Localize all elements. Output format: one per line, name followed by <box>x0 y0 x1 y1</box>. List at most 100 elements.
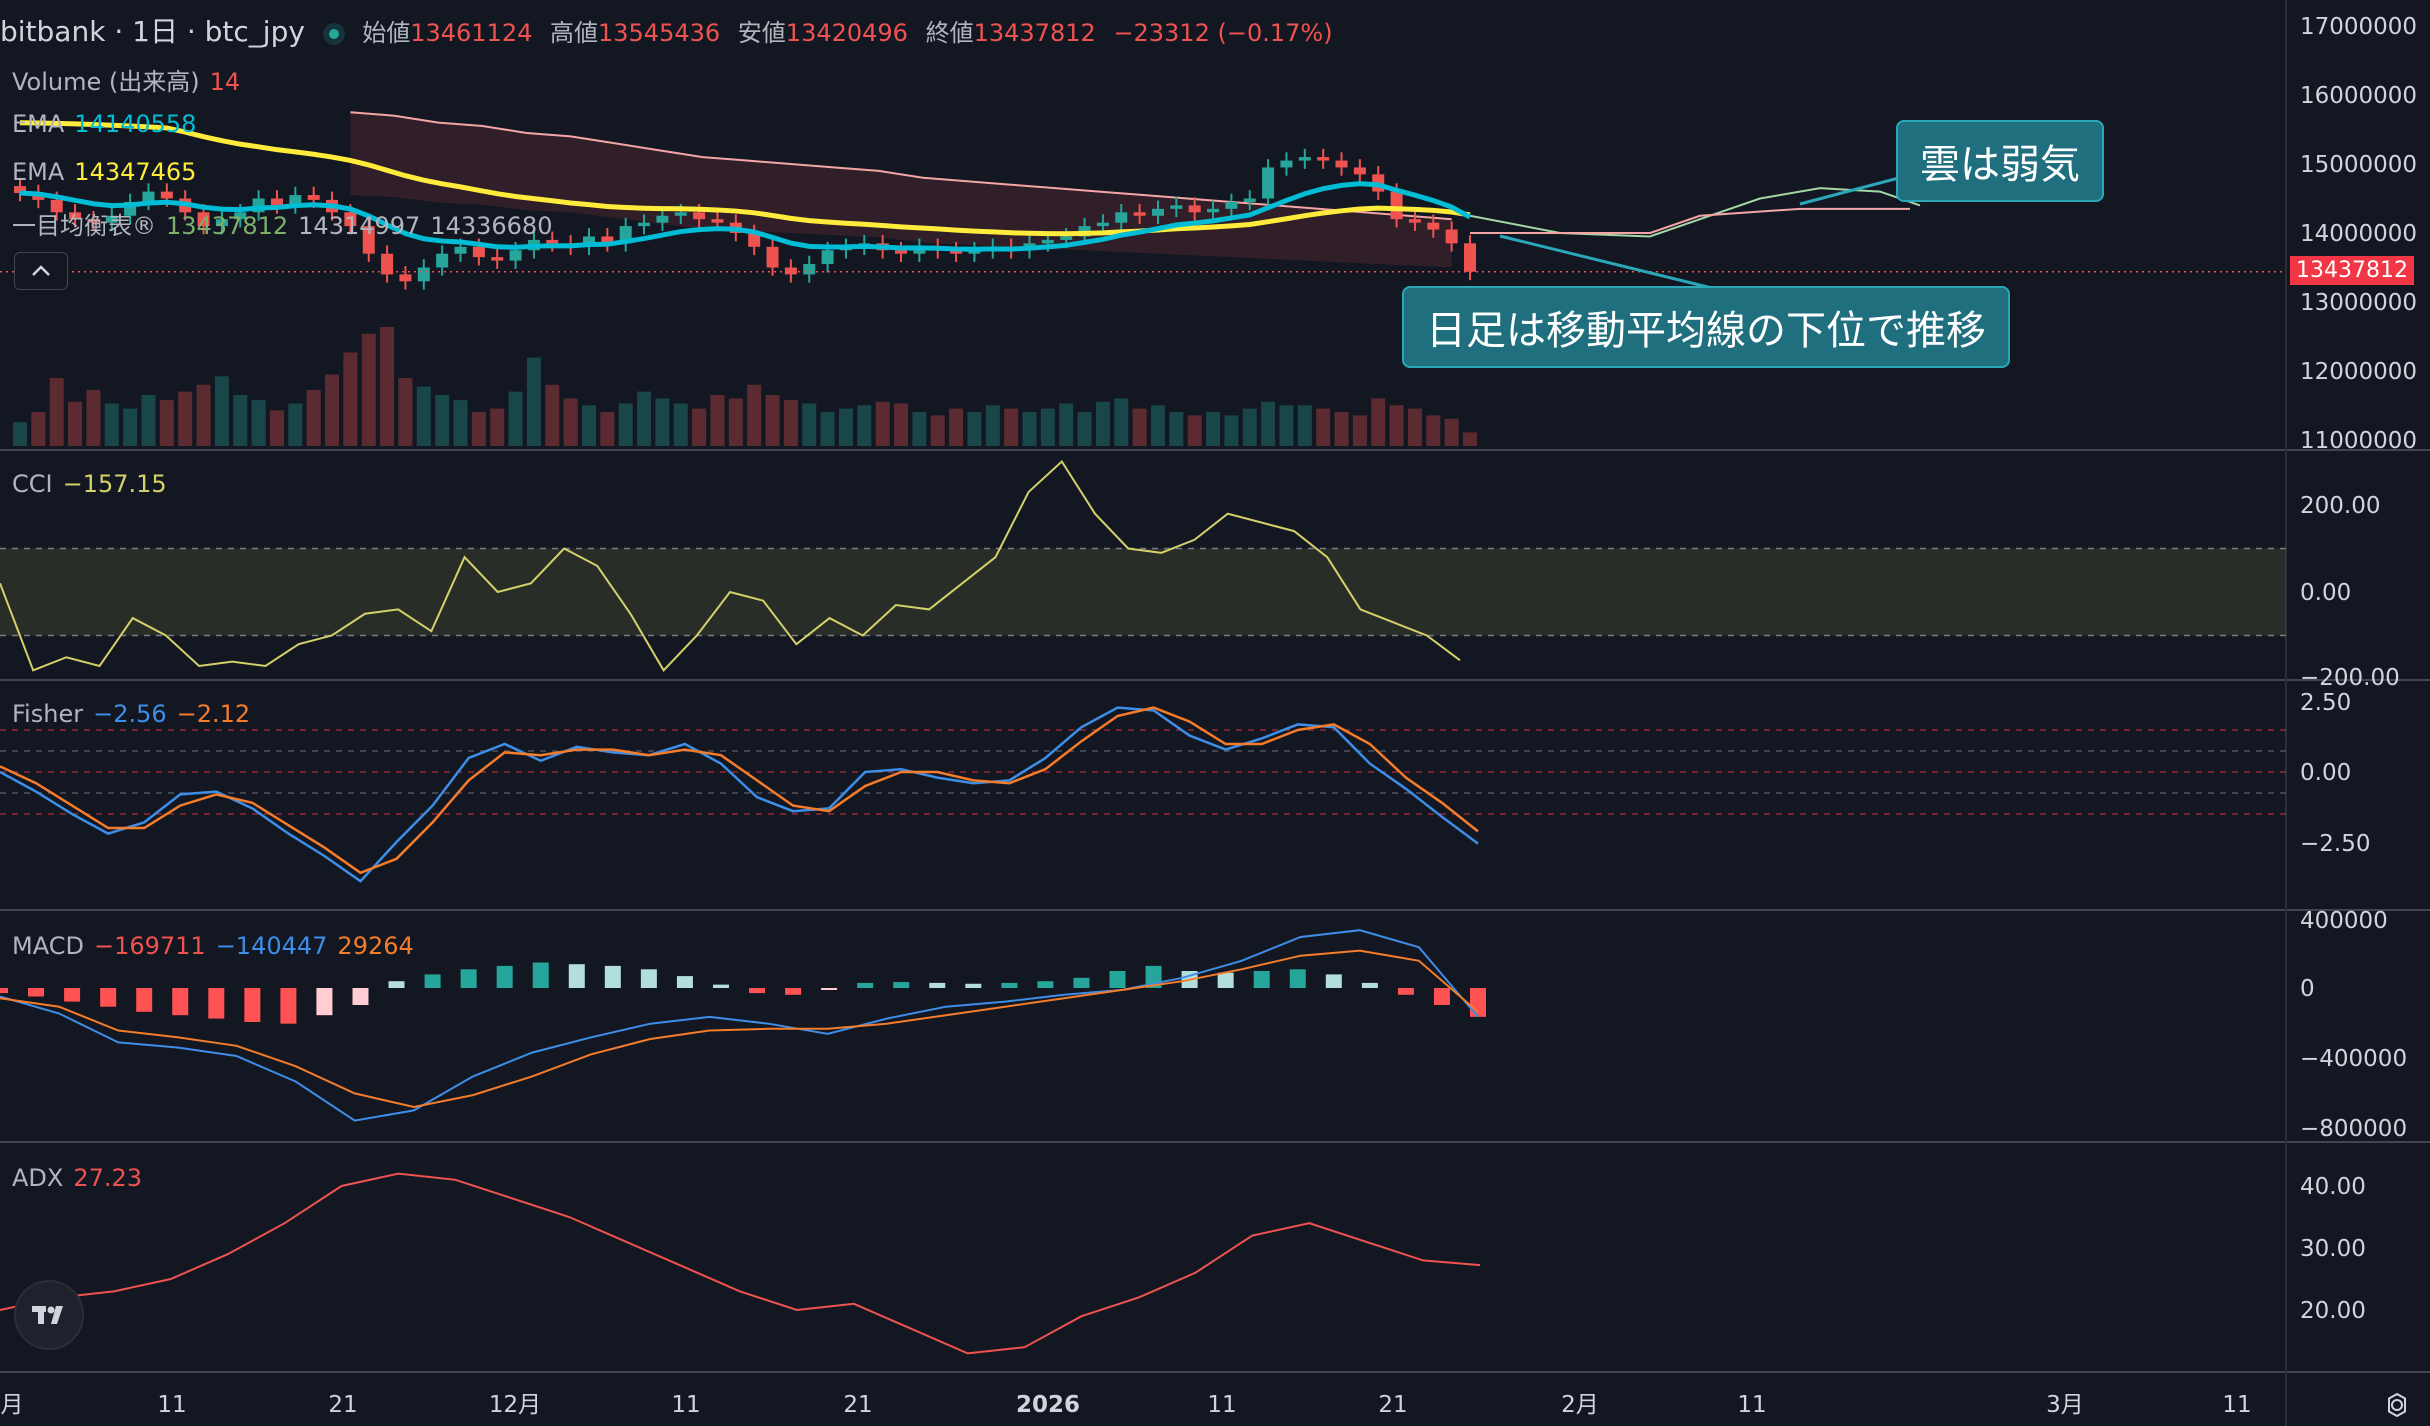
macd-legend[interactable]: MACD −169711 −140447 29264 <box>12 932 424 960</box>
volume-bar <box>1132 408 1147 446</box>
adx-tick-label: 40.00 <box>2300 1174 2366 1200</box>
candle-body <box>105 215 118 223</box>
symbol-title[interactable]: bitbank · 1日 · btc_jpy <box>0 15 305 48</box>
volume-bar <box>159 400 174 446</box>
macd-line <box>0 929 1479 1122</box>
candle-body <box>582 236 595 247</box>
candle-body <box>1390 191 1403 220</box>
volume-bar <box>673 403 688 446</box>
macd-histogram-bar <box>136 988 153 1012</box>
candle-body <box>1280 160 1293 168</box>
volume-bar <box>563 398 578 446</box>
tradingview-logo[interactable] <box>14 1280 84 1350</box>
volume-label: Volume (出来高) <box>12 68 200 96</box>
volume-bar <box>453 400 468 446</box>
ema1-value: 14140558 <box>74 110 197 138</box>
ema2-legend[interactable]: EMA 14347465 <box>12 158 206 186</box>
candle-body <box>1170 205 1183 209</box>
volume-bar <box>1077 412 1092 446</box>
candle-body <box>87 219 100 223</box>
cci-band <box>0 548 2286 636</box>
volume-bar <box>1206 412 1221 446</box>
volume-bar <box>765 395 780 446</box>
volume-bar <box>728 398 743 446</box>
volume-bar <box>875 401 890 446</box>
candle-body <box>50 199 63 213</box>
trend-callout[interactable]: 日足は移動平均線の下位で推移 <box>1402 286 2010 368</box>
macd-histogram-bar <box>1397 988 1414 995</box>
macd-histogram-bar <box>1001 982 1018 988</box>
volume-bar <box>894 403 909 446</box>
candle-body <box>197 212 210 227</box>
fisher-legend[interactable]: Fisher −2.56 −2.12 <box>12 700 260 728</box>
volume-bar <box>1187 415 1202 446</box>
volume-legend[interactable]: Volume (出来高) 14 <box>12 62 250 97</box>
adx-label: ADX <box>12 1164 64 1192</box>
settings-gear-icon[interactable] <box>2384 1392 2410 1418</box>
time-tick-label: 21 <box>843 1392 872 1418</box>
candle-body <box>1207 208 1220 213</box>
volume-bar <box>1242 408 1257 446</box>
volume-bar <box>526 357 541 446</box>
cci-value: −157.15 <box>62 470 167 498</box>
macd-histogram-bar <box>172 988 189 1016</box>
volume-bar <box>985 405 1000 446</box>
candle-body <box>968 250 981 254</box>
adx-tick-label: 20.00 <box>2300 1298 2366 1324</box>
volume-bar <box>141 395 156 446</box>
time-tick-label: 月 <box>1 1392 24 1418</box>
price-tick-label: 15000000 <box>2300 152 2417 178</box>
volume-bar <box>637 391 652 446</box>
macd-histogram-bar <box>460 969 477 988</box>
ichimoku-legend[interactable]: 一目均衡表® 13437812 14314997 14336680 <box>12 206 562 241</box>
volume-bar <box>233 395 248 446</box>
candle-body <box>160 191 173 199</box>
ema1-legend[interactable]: EMA 14140558 <box>12 110 206 138</box>
macd-histogram-bar <box>64 988 81 1002</box>
macd-histogram-bar <box>821 988 838 990</box>
macd-histogram-bar <box>604 965 621 988</box>
volume-bar <box>1040 408 1055 446</box>
high-label: 高値 <box>550 19 598 47</box>
cci-line <box>0 459 1461 672</box>
cci-tick-label: −200.00 <box>2300 665 2400 691</box>
adx-legend[interactable]: ADX 27.23 <box>12 1164 152 1192</box>
volume-bar <box>1261 401 1276 446</box>
price-tick-label: 17000000 <box>2300 14 2417 40</box>
candle-body <box>142 191 155 202</box>
volume-bar <box>1150 405 1165 446</box>
macd-tick-label: −400000 <box>2300 1046 2407 1072</box>
volume-bar <box>1022 412 1037 446</box>
chevron-up-icon <box>32 265 50 276</box>
macd-value-2: −140447 <box>215 932 328 960</box>
volume-bar <box>435 395 450 446</box>
candle-body <box>1188 205 1201 213</box>
price-tick-label: 12000000 <box>2300 359 2417 385</box>
low-label: 安値 <box>737 19 786 47</box>
candle-body <box>1335 160 1348 168</box>
candle-body <box>1096 222 1109 227</box>
main-legend-row: bitbank · 1日 · btc_jpy 始値13461124 高値1354… <box>0 10 1343 50</box>
macd-histogram-bar <box>280 988 297 1024</box>
change-value: −23312 (−0.17%) <box>1113 19 1333 47</box>
candle-body <box>344 212 357 227</box>
cci-legend[interactable]: CCI −157.15 <box>12 470 177 498</box>
volume-bar <box>545 384 560 446</box>
low-value: 13420496 <box>785 19 908 47</box>
candle-body <box>362 226 375 254</box>
macd-value-1: −169711 <box>93 932 206 960</box>
candle-body <box>491 257 504 261</box>
fisher-tick-label: −2.50 <box>2300 831 2370 857</box>
ichimoku-span-b-forward <box>1470 207 1910 234</box>
candle-body <box>399 274 412 282</box>
candle-body <box>748 233 761 247</box>
volume-bar <box>820 412 835 446</box>
volume-bar <box>949 408 964 446</box>
candle-body <box>215 219 228 227</box>
macd-histogram-bar <box>1109 971 1126 988</box>
candle-body <box>766 246 779 268</box>
collapse-legend-button[interactable] <box>14 252 68 290</box>
cloud-callout[interactable]: 雲は弱気 <box>1896 120 2104 202</box>
macd-histogram-bar <box>785 988 802 995</box>
